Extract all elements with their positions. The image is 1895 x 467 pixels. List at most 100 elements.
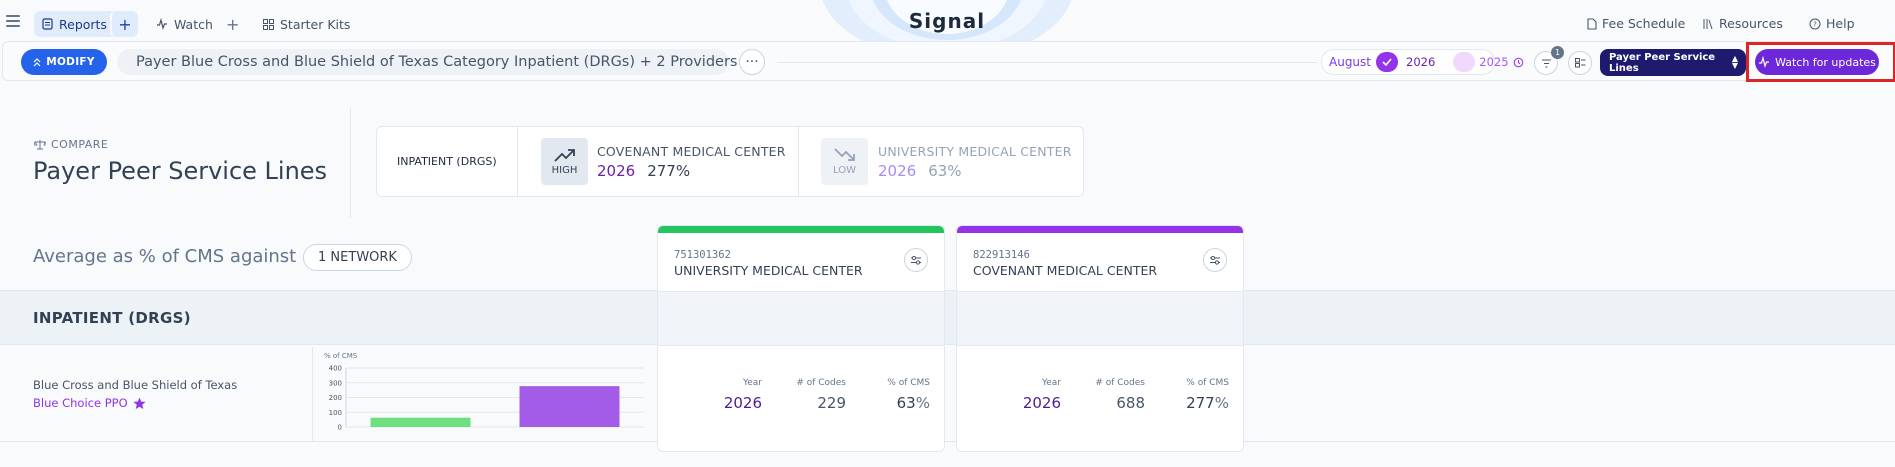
modify-label: MODIFY <box>46 56 95 68</box>
cms-bar-chart: % of CMS 400 300 200 100 0 <box>324 352 644 432</box>
compare-label: COMPARE <box>34 138 108 151</box>
tab-watch-label: Watch <box>174 16 213 32</box>
cms-value: 63% <box>846 394 930 412</box>
app-logo[interactable]: Signal <box>908 9 986 33</box>
document-icon <box>1587 17 1597 30</box>
summary-divider <box>517 127 518 196</box>
y-tick-label: 200 <box>329 394 342 402</box>
table-row <box>0 346 1895 442</box>
provider-settings-button[interactable] <box>904 248 928 272</box>
tab-watch[interactable]: Watch <box>156 11 213 37</box>
tab-reports-label: Reports <box>59 16 107 32</box>
y-tick-label: 0 <box>338 424 342 432</box>
cms-percent-sign: % <box>915 394 930 412</box>
page-title: Payer Peer Service Lines <box>33 157 328 185</box>
nav-fee-schedule[interactable]: Fee Schedule <box>1587 16 1685 31</box>
watch-for-updates-button[interactable]: Watch for updates <box>1755 49 1879 75</box>
provider-name: UNIVERSITY MEDICAL CENTER <box>674 263 863 278</box>
network-pill[interactable]: 1 NETWORK <box>303 244 412 271</box>
history-icon <box>1513 57 1523 67</box>
view-select-label: Payer Peer Service Lines <box>1609 51 1716 74</box>
toolbar-divider <box>777 62 1317 63</box>
low-year: 2026 <box>878 162 917 180</box>
add-report-button[interactable]: + <box>110 11 138 37</box>
activity-icon <box>157 18 167 30</box>
sliders-icon <box>911 255 921 265</box>
month-label[interactable]: August <box>1329 55 1371 69</box>
report-toolbar: MODIFY Payer Blue Cross and Blue Shield … <box>2 41 1895 82</box>
summary-card: INPATIENT (DRGS) HIGH COVENANT MEDICAL C… <box>376 126 1084 197</box>
col-year-header: Year <box>1041 378 1061 388</box>
low-trend-badge: LOW <box>821 138 868 185</box>
cms-number: 63 <box>896 394 916 412</box>
menu-icon[interactable] <box>6 15 20 29</box>
payer-name: Blue Cross and Blue Shield of Texas <box>33 378 238 392</box>
compare-label-text: COMPARE <box>51 138 109 151</box>
bar-university[interactable] <box>370 417 471 427</box>
provider-column-covenant: 822913146 COVENANT MEDICAL CENTER Year #… <box>956 225 1244 452</box>
provider-color-bar <box>658 226 944 233</box>
provider-band <box>957 291 1243 346</box>
high-trend-badge: HIGH <box>541 138 588 185</box>
highlight-box <box>1746 42 1895 82</box>
sliders-icon <box>1210 255 1220 265</box>
nav-resources-label: Resources <box>1719 16 1783 31</box>
trending-up-icon <box>553 148 575 162</box>
tab-starter-kits[interactable]: Starter Kits <box>263 11 350 37</box>
compare-year-toggle[interactable]: 2025 <box>1453 52 1523 72</box>
nav-resources[interactable]: Resources <box>1702 16 1783 31</box>
high-value: 277% <box>647 162 691 180</box>
filter-count-badge: 1 <box>1551 46 1564 59</box>
star-icon <box>133 397 146 409</box>
plan-name[interactable]: Blue Choice PPO <box>33 396 146 410</box>
primary-year-toggle[interactable]: 2026 <box>1376 52 1447 72</box>
col-codes-header: # of Codes <box>1095 378 1145 388</box>
cms-value: 277% <box>1145 394 1229 412</box>
view-select[interactable]: Payer Peer Service Lines ▲ ▼ <box>1600 49 1746 76</box>
high-provider-name: COVENANT MEDICAL CENTER <box>597 144 786 159</box>
add-watch-button[interactable]: + <box>226 14 240 34</box>
filter-icon <box>1541 59 1551 67</box>
y-tick-label: 400 <box>329 365 342 373</box>
chevron-up-down-icon: ▲ ▼ <box>1731 54 1738 70</box>
nav-fee-schedule-label: Fee Schedule <box>1602 16 1686 31</box>
report-title-text: Payer Blue Cross and Blue Shield of Texa… <box>136 54 738 70</box>
provider-id: 751301362 <box>674 249 731 261</box>
primary-year: 2026 <box>1406 55 1436 69</box>
provider-column-university: 751301362 UNIVERSITY MEDICAL CENTER Year… <box>657 225 945 452</box>
low-provider-name: UNIVERSITY MEDICAL CENTER <box>878 144 1072 159</box>
chevrons-up-icon <box>33 57 41 66</box>
chart-divider <box>312 347 313 441</box>
layout-button[interactable] <box>1568 51 1592 75</box>
bar-covenant[interactable] <box>519 386 620 427</box>
report-title[interactable]: Payer Blue Cross and Blue Shield of Texa… <box>117 49 737 75</box>
compare-year-swatch <box>1453 52 1476 72</box>
plan-name-text: Blue Choice PPO <box>33 396 128 410</box>
provider-name: COVENANT MEDICAL CENTER <box>973 263 1158 278</box>
y-tick-label: 100 <box>329 409 342 417</box>
summary-divider <box>798 127 799 196</box>
col-cms-header: % of CMS <box>887 378 930 388</box>
more-options-button[interactable]: ··· <box>739 49 765 75</box>
report-icon <box>42 18 53 30</box>
low-label: LOW <box>833 164 856 176</box>
codes-value: 229 <box>817 394 846 412</box>
trending-down-icon <box>833 147 855 161</box>
scale-icon <box>34 140 46 150</box>
layout-icon <box>1574 58 1585 68</box>
nav-help[interactable]: ? Help <box>1809 16 1855 31</box>
watch-for-updates-label: Watch for updates <box>1775 55 1876 69</box>
low-value: 63% <box>928 162 962 180</box>
average-label: Average as % of CMS against <box>33 246 297 267</box>
tab-starter-kits-label: Starter Kits <box>280 16 351 32</box>
provider-id: 822913146 <box>973 249 1030 261</box>
y-tick-label: 300 <box>329 379 342 387</box>
provider-settings-button[interactable] <box>1203 248 1227 272</box>
modify-button[interactable]: MODIFY <box>21 49 107 75</box>
header-divider <box>350 108 351 218</box>
section-label: INPATIENT (DRGS) <box>33 309 191 327</box>
cms-percent-sign: % <box>1214 394 1229 412</box>
year-selector[interactable]: August 2026 2025 <box>1321 49 1523 75</box>
nav-help-label: Help <box>1826 16 1855 31</box>
col-year-header: Year <box>742 378 762 388</box>
